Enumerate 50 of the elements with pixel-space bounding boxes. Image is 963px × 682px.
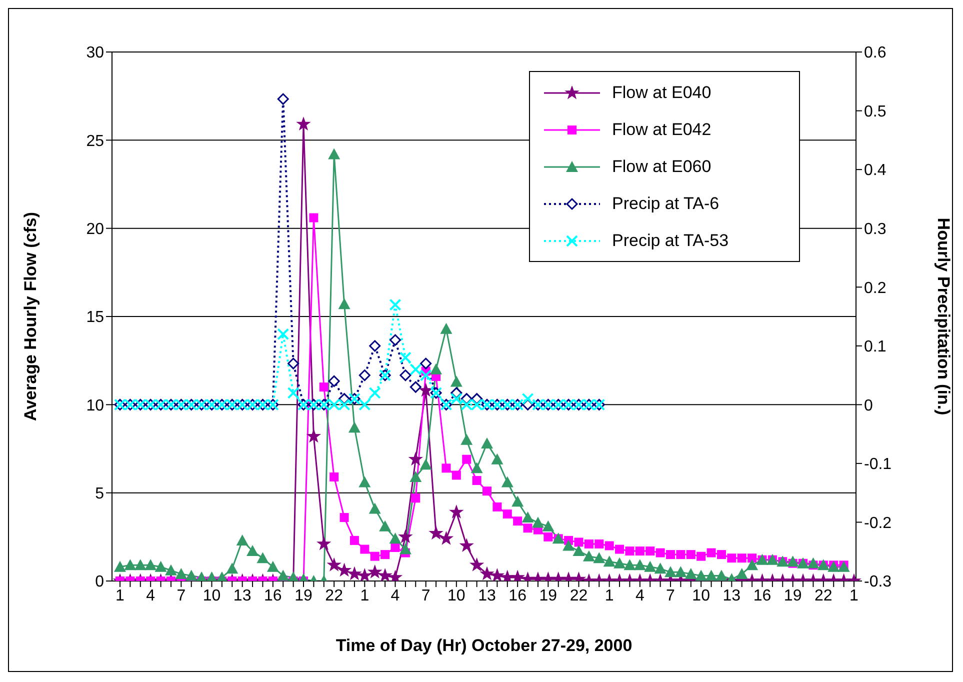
x-tick-label: 7 xyxy=(666,587,676,604)
x-tick-label: 13 xyxy=(233,587,252,604)
y2-tick-label: 0.2 xyxy=(864,280,886,297)
y2-tick-label: -0.1 xyxy=(864,456,892,474)
y-tick-label: 0 xyxy=(95,574,104,591)
y2-tick-label: -0.3 xyxy=(864,574,892,591)
y2-tick-label: 0.6 xyxy=(864,44,886,62)
x-tick-label: 1 xyxy=(116,587,125,604)
legend-label: Flow at E042 xyxy=(612,120,712,140)
legend-label: Precip at TA-53 xyxy=(612,230,729,250)
x-tick-label: 13 xyxy=(478,587,496,604)
y-tick-label: 5 xyxy=(95,486,104,503)
x-tick-label: 10 xyxy=(448,587,466,604)
y2-tick-label: 0 xyxy=(864,397,873,414)
y-tick-label: 30 xyxy=(86,44,104,62)
x-tick-label: 22 xyxy=(325,587,344,604)
x-tick-label: 22 xyxy=(570,587,588,604)
legend-label: Flow at E040 xyxy=(612,82,712,102)
y2-tick-label: 0.5 xyxy=(864,103,886,120)
y2-tick-label: 0.4 xyxy=(864,162,886,180)
x-tick-label: 4 xyxy=(635,587,644,604)
y2-tick-label: 0.1 xyxy=(864,338,886,356)
x-tick-label: 10 xyxy=(692,587,710,604)
y2-tick-label: -0.2 xyxy=(864,514,892,532)
legend-label: Precip at TA-6 xyxy=(612,194,720,214)
legend-label: Flow at E060 xyxy=(612,156,712,176)
x-tick-label: 22 xyxy=(814,587,832,604)
y-tick-label: 15 xyxy=(86,309,104,326)
x-tick-label: 1 xyxy=(850,587,859,604)
x-tick-label: 13 xyxy=(722,587,741,604)
y2-axis-title: Hourly Precipitation (in.) xyxy=(934,218,953,416)
y-tick-label: 25 xyxy=(86,132,104,150)
x-tick-label: 4 xyxy=(146,587,156,604)
x-tick-label: 19 xyxy=(539,587,558,604)
x-tick-label: 7 xyxy=(421,587,430,604)
x-tick-label: 16 xyxy=(753,587,772,604)
x-tick-label: 19 xyxy=(784,587,802,604)
x-tick-label: 4 xyxy=(390,587,400,604)
y-tick-label: 10 xyxy=(86,397,104,414)
x-tick-label: 1 xyxy=(604,587,614,604)
x-tick-label: 10 xyxy=(202,587,221,604)
x-tick-label: 19 xyxy=(294,587,312,604)
x-tick-label: 16 xyxy=(264,587,282,604)
y-axis-title: Average Hourly Flow (cfs) xyxy=(21,212,40,422)
x-tick-label: 1 xyxy=(360,587,370,604)
x-tick-label: 16 xyxy=(508,587,527,604)
x-tick-label: 7 xyxy=(176,587,186,604)
y-tick-label: 20 xyxy=(86,221,104,238)
y2-tick-label: 0.3 xyxy=(864,221,886,238)
x-axis-title: Time of Day (Hr) October 27-29, 2000 xyxy=(336,636,632,655)
